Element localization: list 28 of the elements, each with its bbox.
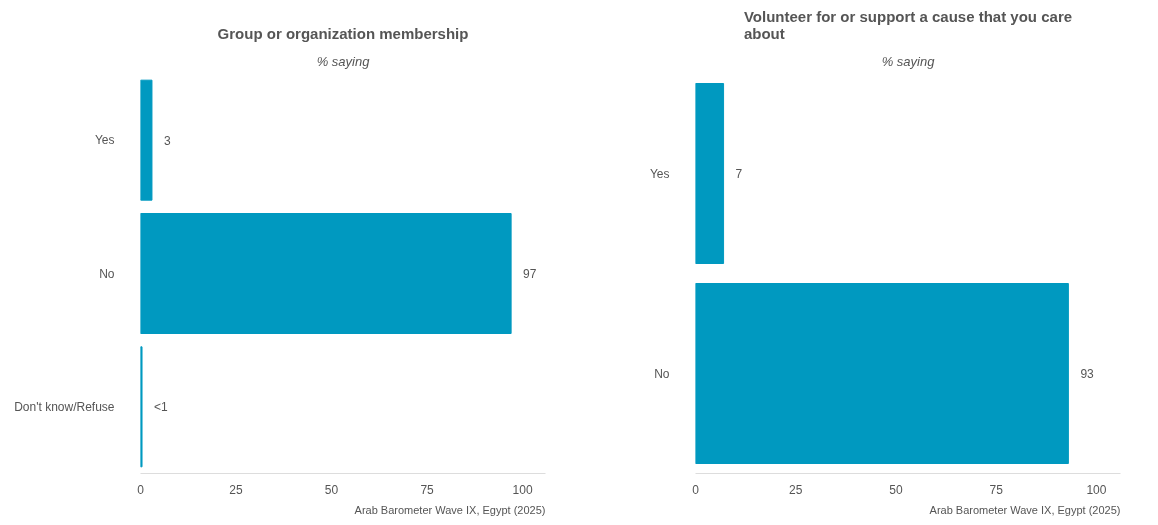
chart-subtitle: % saying [316, 53, 371, 69]
x-tick-label: 100 [1086, 482, 1107, 497]
x-tick-label: 75 [989, 482, 1004, 497]
x-tick-label: 75 [420, 482, 435, 497]
chart-title: Group or organization membership [217, 24, 469, 42]
x-tick-label: 100 [512, 482, 533, 497]
x-tick-label: 0 [137, 482, 145, 497]
text: Arab Barometer Wave IX, Egypt (2025) [929, 503, 1121, 516]
data-label: 7 [735, 167, 743, 181]
data-label: <1 [154, 399, 169, 414]
y-tick-label: No [654, 366, 670, 381]
y-tick-label: Yes [649, 166, 670, 181]
x-tick-label: 25 [789, 482, 803, 497]
y-tick-label: No [99, 266, 115, 281]
data-label: 93 [1080, 367, 1095, 381]
bar [140, 79, 153, 201]
chart-subtitle: % saying [881, 53, 936, 69]
data-label: 3 [163, 133, 171, 148]
x-tick-label: 50 [324, 482, 339, 497]
data-label: 97 [523, 267, 537, 281]
x-tick-label: 0 [692, 482, 700, 497]
x-tick-label: 25 [229, 482, 244, 497]
x-tick-label: 50 [889, 482, 903, 497]
bar [140, 213, 512, 334]
y-tick-label: Don't know/Refuse [14, 399, 115, 414]
y-tick-label: Yes [94, 133, 115, 148]
text: Arab Barometer Wave IX, Egypt (2025) [354, 503, 546, 516]
chart-title: Volunteer for or support a cause that you care about [743, 7, 1073, 42]
